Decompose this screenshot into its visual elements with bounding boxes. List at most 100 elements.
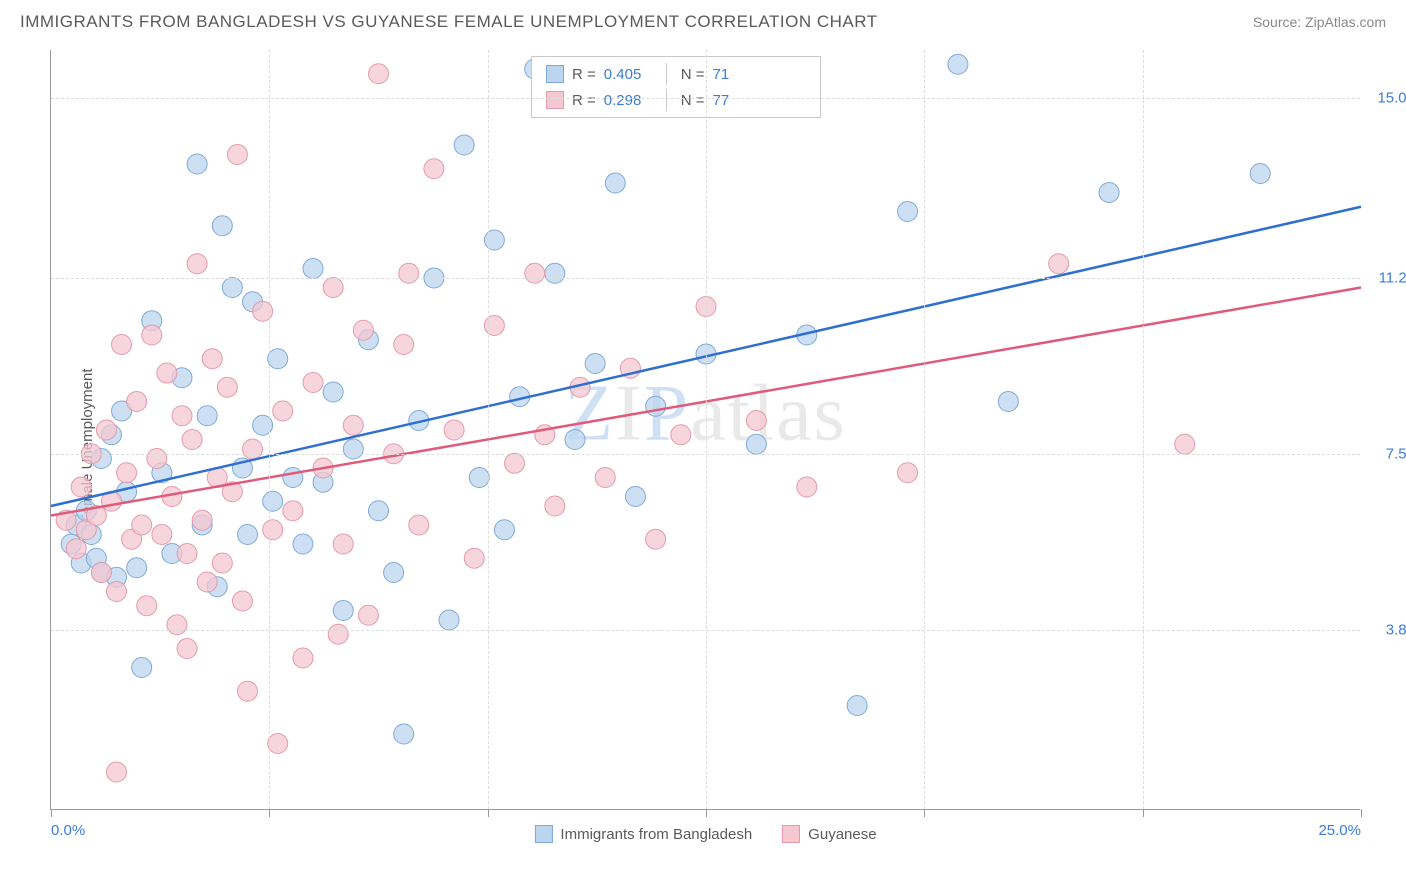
n-label: N = [681,92,705,109]
x-tick [924,809,925,817]
scatter-point-guyanese [595,468,615,488]
r-label: R = [572,66,596,83]
scatter-point-bangladesh [605,173,625,193]
scatter-point-guyanese [505,453,525,473]
scatter-point-guyanese [107,582,127,602]
scatter-point-bangladesh [132,658,152,678]
scatter-point-bangladesh [263,491,283,511]
scatter-point-bangladesh [948,54,968,74]
correlation-legend-box: R =0.405N =71R =0.298N =77 [531,56,821,118]
scatter-point-guyanese [1049,254,1069,274]
scatter-point-guyanese [112,335,132,355]
legend-swatch [546,65,564,83]
legend-label: Immigrants from Bangladesh [560,826,752,843]
scatter-point-guyanese [71,477,91,497]
scatter-point-guyanese [409,515,429,535]
scatter-point-guyanese [464,548,484,568]
scatter-point-bangladesh [268,349,288,369]
source-link[interactable]: ZipAtlas.com [1305,14,1386,30]
scatter-point-bangladesh [646,396,666,416]
x-tick [488,809,489,817]
series-legend: Immigrants from Bangladesh Guyanese [534,825,876,843]
scatter-point-bangladesh [323,382,343,402]
scatter-point-guyanese [273,401,293,421]
scatter-point-guyanese [192,510,212,530]
legend-item: Guyanese [782,825,876,843]
scatter-point-bangladesh [898,202,918,222]
scatter-point-guyanese [202,349,222,369]
source-prefix: Source: [1253,14,1305,30]
r-label: R = [572,92,596,109]
scatter-point-guyanese [197,572,217,592]
scatter-point-guyanese [399,263,419,283]
scatter-point-guyanese [303,373,323,393]
legend-item: Immigrants from Bangladesh [534,825,752,843]
scatter-point-bangladesh [212,216,232,236]
scatter-point-guyanese [525,263,545,283]
scatter-point-guyanese [333,534,353,554]
x-tick [51,809,52,817]
scatter-point-bangladesh [469,468,489,488]
gridline-vertical [924,50,925,809]
scatter-point-guyanese [358,605,378,625]
scatter-point-bangladesh [238,525,258,545]
scatter-point-guyanese [91,563,111,583]
legend-label: Guyanese [808,826,876,843]
scatter-point-bangladesh [625,487,645,507]
scatter-point-bangladesh [127,558,147,578]
scatter-point-guyanese [172,406,192,426]
x-tick-label-max: 25.0% [1318,822,1361,839]
chart-title: IMMIGRANTS FROM BANGLADESH VS GUYANESE F… [20,12,878,32]
legend-row-guyanese: R = 0.298 N = 77 [532,87,820,113]
scatter-point-guyanese [137,596,157,616]
scatter-point-guyanese [157,363,177,383]
scatter-point-guyanese [182,430,202,450]
scatter-point-guyanese [127,392,147,412]
y-tick-label: 11.2% [1379,270,1406,287]
scatter-point-guyanese [263,520,283,540]
scatter-point-guyanese [117,463,137,483]
scatter-point-bangladesh [1250,164,1270,184]
source-attribution: Source: ZipAtlas.com [1253,14,1386,30]
scatter-point-guyanese [227,145,247,165]
plot-area: ZIPatlas R =0.405N =71R =0.298N =77 Immi… [50,50,1360,810]
scatter-point-guyanese [147,449,167,469]
scatter-point-bangladesh [439,610,459,630]
scatter-point-bangladesh [293,534,313,554]
scatter-point-guyanese [243,439,263,459]
scatter-point-bangladesh [197,406,217,426]
scatter-point-guyanese [187,254,207,274]
scatter-point-guyanese [293,648,313,668]
scatter-point-bangladesh [369,501,389,521]
scatter-point-guyanese [142,325,162,345]
n-value: 71 [713,66,761,83]
scatter-point-guyanese [353,320,373,340]
scatter-point-bangladesh [565,430,585,450]
r-value: 0.298 [604,92,652,109]
scatter-point-guyanese [671,425,691,445]
scatter-point-guyanese [746,411,766,431]
n-label: N = [681,66,705,83]
gridline-vertical [1143,50,1144,809]
scatter-point-guyanese [177,639,197,659]
scatter-point-bangladesh [222,278,242,298]
scatter-point-bangladesh [343,439,363,459]
scatter-point-bangladesh [333,601,353,621]
scatter-point-bangladesh [187,154,207,174]
legend-row-bangladesh: R =0.405N =71 [532,61,820,87]
scatter-point-bangladesh [585,354,605,374]
n-value: 77 [713,92,761,109]
scatter-point-guyanese [177,544,197,564]
scatter-point-guyanese [343,415,363,435]
scatter-point-guyanese [545,496,565,516]
scatter-point-guyanese [394,335,414,355]
chart-header: IMMIGRANTS FROM BANGLADESH VS GUYANESE F… [0,0,1406,40]
scatter-point-guyanese [66,539,86,559]
scatter-point-bangladesh [303,259,323,279]
scatter-point-guyanese [152,525,172,545]
y-tick-label: 3.8% [1386,621,1406,638]
scatter-point-guyanese [898,463,918,483]
legend-swatch [534,825,552,843]
scatter-point-bangladesh [545,263,565,283]
scatter-point-guyanese [424,159,444,179]
